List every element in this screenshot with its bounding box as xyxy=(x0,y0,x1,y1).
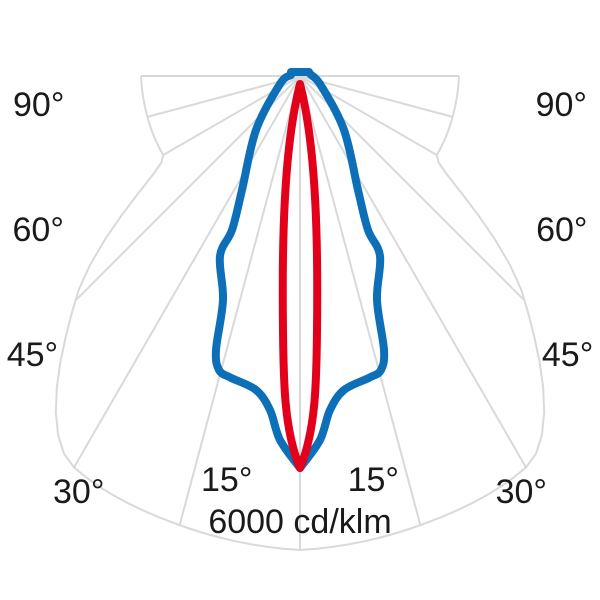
svg-text:60°: 60° xyxy=(13,211,64,249)
svg-text:90°: 90° xyxy=(13,86,64,124)
svg-text:30°: 30° xyxy=(496,473,547,511)
svg-text:15°: 15° xyxy=(348,461,399,499)
svg-text:6000 cd/klm: 6000 cd/klm xyxy=(208,503,391,541)
svg-text:90°: 90° xyxy=(536,86,587,124)
svg-text:30°: 30° xyxy=(53,473,104,511)
svg-text:45°: 45° xyxy=(542,336,593,374)
svg-text:60°: 60° xyxy=(536,211,587,249)
svg-text:15°: 15° xyxy=(201,461,252,499)
svg-text:45°: 45° xyxy=(7,336,58,374)
